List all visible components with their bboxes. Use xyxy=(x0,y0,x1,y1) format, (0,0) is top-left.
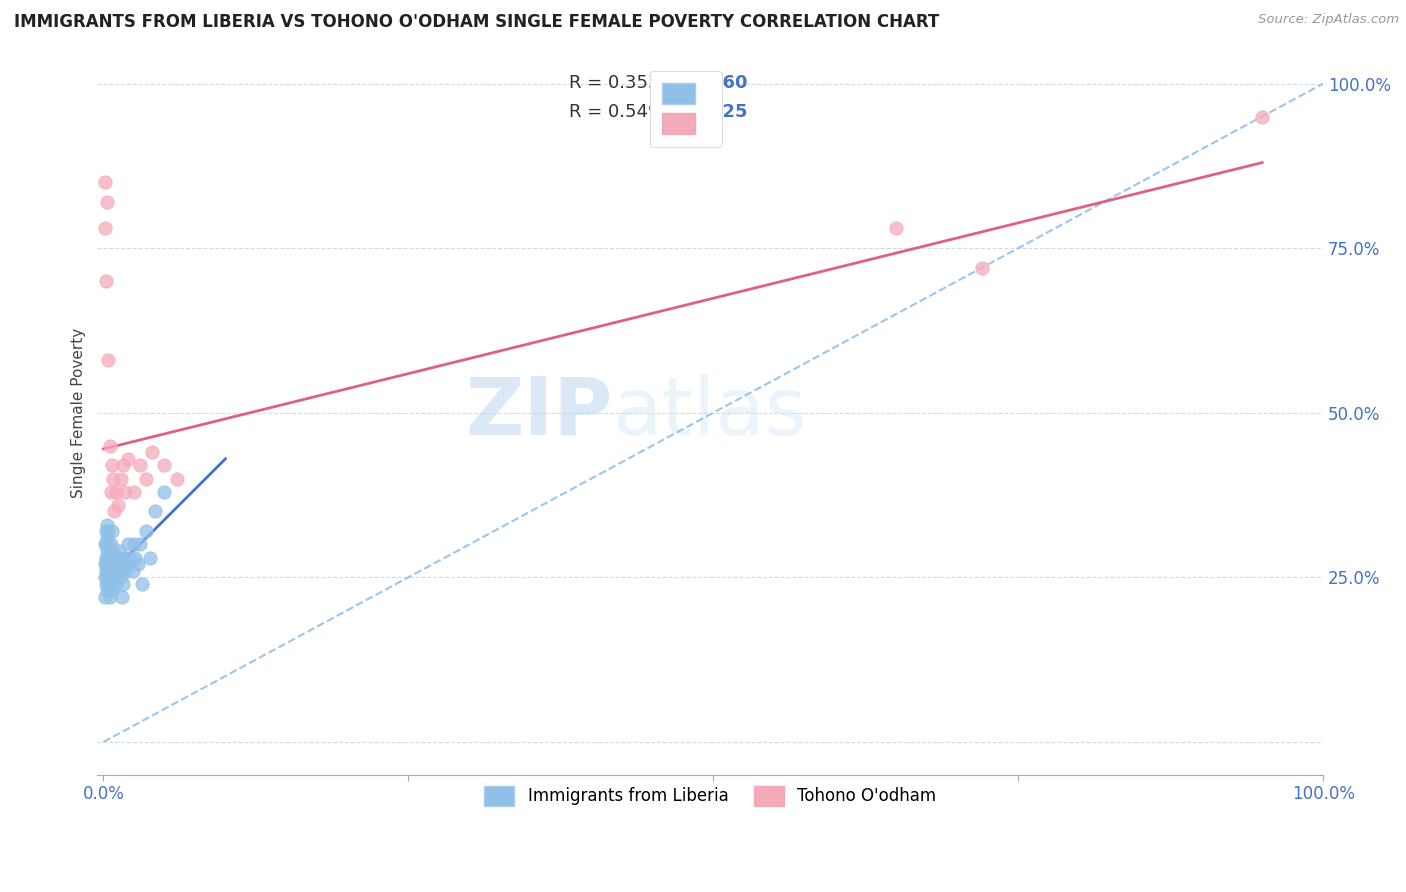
Point xyxy=(117,451,139,466)
Point xyxy=(100,557,122,571)
Point xyxy=(101,550,124,565)
Point xyxy=(101,524,124,539)
Point xyxy=(96,195,118,210)
Point xyxy=(117,537,139,551)
Point xyxy=(94,537,117,551)
Point xyxy=(103,570,125,584)
Point xyxy=(93,221,115,235)
Point xyxy=(127,557,149,571)
Point xyxy=(93,570,115,584)
Point xyxy=(104,557,127,571)
Point xyxy=(93,557,115,571)
Point xyxy=(111,590,134,604)
Point xyxy=(96,517,118,532)
Point xyxy=(98,570,121,584)
Point xyxy=(121,564,143,578)
Point xyxy=(166,472,188,486)
Point xyxy=(135,524,157,539)
Point xyxy=(153,458,176,473)
Point xyxy=(94,274,117,288)
Point xyxy=(108,544,131,558)
Point xyxy=(103,544,125,558)
Point xyxy=(103,472,125,486)
Point xyxy=(96,557,118,571)
Point xyxy=(97,537,120,551)
Point xyxy=(117,557,139,571)
Text: N = 25: N = 25 xyxy=(679,103,747,120)
Point xyxy=(153,484,176,499)
Point xyxy=(104,484,127,499)
Point xyxy=(96,583,118,598)
Point xyxy=(94,524,117,539)
Point xyxy=(97,577,120,591)
Point xyxy=(93,590,115,604)
Point xyxy=(101,458,124,473)
Point xyxy=(98,544,121,558)
Point xyxy=(135,472,157,486)
Point xyxy=(110,570,132,584)
Point xyxy=(111,458,134,473)
Point xyxy=(139,550,162,565)
Point xyxy=(93,175,115,189)
Point xyxy=(110,472,132,486)
Point xyxy=(122,484,145,499)
Point xyxy=(97,550,120,565)
Point xyxy=(94,577,117,591)
Text: R = 0.353: R = 0.353 xyxy=(569,74,659,92)
Point xyxy=(105,564,128,578)
Point xyxy=(129,458,152,473)
Point xyxy=(131,577,153,591)
Point xyxy=(103,550,125,565)
Text: atlas: atlas xyxy=(612,374,807,451)
Y-axis label: Single Female Poverty: Single Female Poverty xyxy=(72,327,86,498)
Point xyxy=(97,353,120,368)
Point xyxy=(97,524,120,539)
Point xyxy=(103,564,125,578)
Point xyxy=(111,557,134,571)
Point xyxy=(112,550,135,565)
Text: N = 60: N = 60 xyxy=(679,74,747,92)
Point xyxy=(93,537,115,551)
Point xyxy=(96,570,118,584)
Point xyxy=(124,550,146,565)
Point xyxy=(96,531,118,545)
Legend: Immigrants from Liberia, Tohono O'odham: Immigrants from Liberia, Tohono O'odham xyxy=(472,774,948,817)
Point xyxy=(143,504,166,518)
Point xyxy=(97,564,120,578)
Point xyxy=(107,550,129,565)
Text: ZIP: ZIP xyxy=(465,374,612,451)
Text: Source: ZipAtlas.com: Source: ZipAtlas.com xyxy=(1258,13,1399,27)
Point xyxy=(122,537,145,551)
Point xyxy=(101,583,124,598)
Text: R = 0.549: R = 0.549 xyxy=(569,103,659,120)
Point xyxy=(94,564,117,578)
Point xyxy=(100,484,122,499)
Point xyxy=(98,590,121,604)
Point xyxy=(107,498,129,512)
Point xyxy=(884,221,907,235)
Point xyxy=(970,260,993,275)
Point xyxy=(114,484,136,499)
Point xyxy=(108,564,131,578)
Point xyxy=(120,550,142,565)
Point xyxy=(111,577,134,591)
Point xyxy=(100,577,122,591)
Point xyxy=(101,570,124,584)
Point xyxy=(98,557,121,571)
Point xyxy=(129,537,152,551)
Point xyxy=(98,439,121,453)
Point xyxy=(141,445,163,459)
Point xyxy=(103,504,125,518)
Point xyxy=(100,537,122,551)
Point xyxy=(94,550,117,565)
Point xyxy=(1251,110,1274,124)
Point xyxy=(114,564,136,578)
Text: IMMIGRANTS FROM LIBERIA VS TOHONO O'ODHAM SINGLE FEMALE POVERTY CORRELATION CHAR: IMMIGRANTS FROM LIBERIA VS TOHONO O'ODHA… xyxy=(14,13,939,31)
Point xyxy=(104,577,127,591)
Point xyxy=(96,544,118,558)
